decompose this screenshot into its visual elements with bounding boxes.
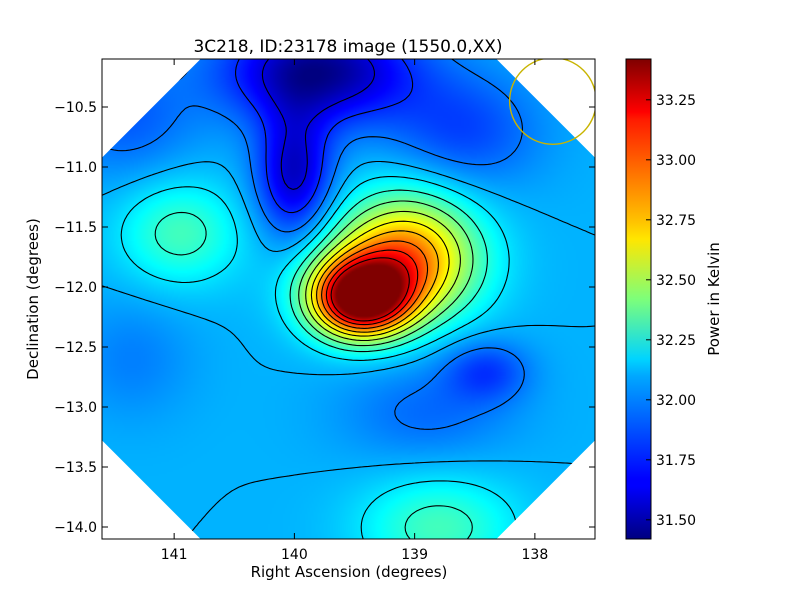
y-tick-label: −12.0 bbox=[54, 280, 97, 296]
heatmap-image bbox=[102, 59, 595, 539]
y-axis: −10.5 −11.0 −11.5 −12.0 −12.5 −13.0 −13.5 −14.0 bbox=[54, 100, 595, 536]
y-tick-label: −10.5 bbox=[54, 100, 97, 116]
colorbar-tick-label: 33.00 bbox=[656, 153, 696, 169]
colorbar-tick-label: 33.25 bbox=[656, 93, 696, 109]
contour-line bbox=[120, 176, 517, 539]
contour-line bbox=[261, 59, 376, 190]
y-tick-label: −13.0 bbox=[54, 400, 97, 416]
contour-line bbox=[310, 220, 450, 337]
contour-line bbox=[305, 210, 461, 342]
chart-title: 3C218, ID:23178 image (1550.0,XX) bbox=[193, 37, 502, 57]
colorbar-ticks: 31.50 31.75 32.00 32.25 32.50 32.75 33.00 33.25 bbox=[646, 93, 696, 529]
colorbar-tick-label: 32.50 bbox=[656, 273, 696, 289]
y-tick-label: −13.5 bbox=[54, 460, 97, 476]
y-axis-label: Declination (degrees) bbox=[24, 218, 42, 380]
beam-circle bbox=[508, 59, 595, 145]
contour-line bbox=[316, 230, 439, 333]
contour-line bbox=[235, 59, 414, 214]
colorbar-label: Power in Kelvin bbox=[705, 242, 723, 356]
colorbar-tick-label: 32.25 bbox=[656, 333, 696, 349]
contour-line bbox=[154, 189, 488, 539]
contour-lines bbox=[102, 59, 595, 539]
colorbar-tick-label: 32.00 bbox=[656, 393, 696, 409]
contour-line bbox=[321, 240, 429, 329]
contour-line bbox=[325, 249, 419, 326]
x-tick-label: 138 bbox=[522, 547, 549, 563]
colorbar-tick-label: 31.75 bbox=[656, 453, 696, 469]
contour-line bbox=[102, 160, 595, 539]
x-axis-label: Right Ascension (degrees) bbox=[251, 563, 448, 581]
y-tick-label: −14.0 bbox=[54, 520, 97, 536]
y-tick-label: −11.0 bbox=[54, 160, 97, 176]
y-tick-label: −12.5 bbox=[54, 340, 97, 356]
colorbar-tick-label: 31.50 bbox=[656, 513, 696, 529]
colorbar-gradient bbox=[625, 58, 652, 540]
y-tick-label: −11.5 bbox=[54, 220, 97, 236]
plot-area bbox=[102, 59, 595, 539]
x-axis: 141 140 139 138 bbox=[161, 59, 548, 563]
heatmap-raster bbox=[102, 59, 595, 539]
contour-line bbox=[298, 200, 474, 347]
plot-frame bbox=[101, 58, 596, 540]
colorbar: 31.50 31.75 32.00 32.25 32.50 32.75 33.00 33.25… bbox=[625, 58, 723, 540]
x-tick-label: 141 bbox=[161, 547, 188, 563]
colorbar-tick-label: 32.75 bbox=[656, 213, 696, 229]
contour-line bbox=[330, 257, 410, 322]
x-tick-label: 139 bbox=[401, 547, 428, 563]
x-tick-label: 140 bbox=[281, 547, 308, 563]
